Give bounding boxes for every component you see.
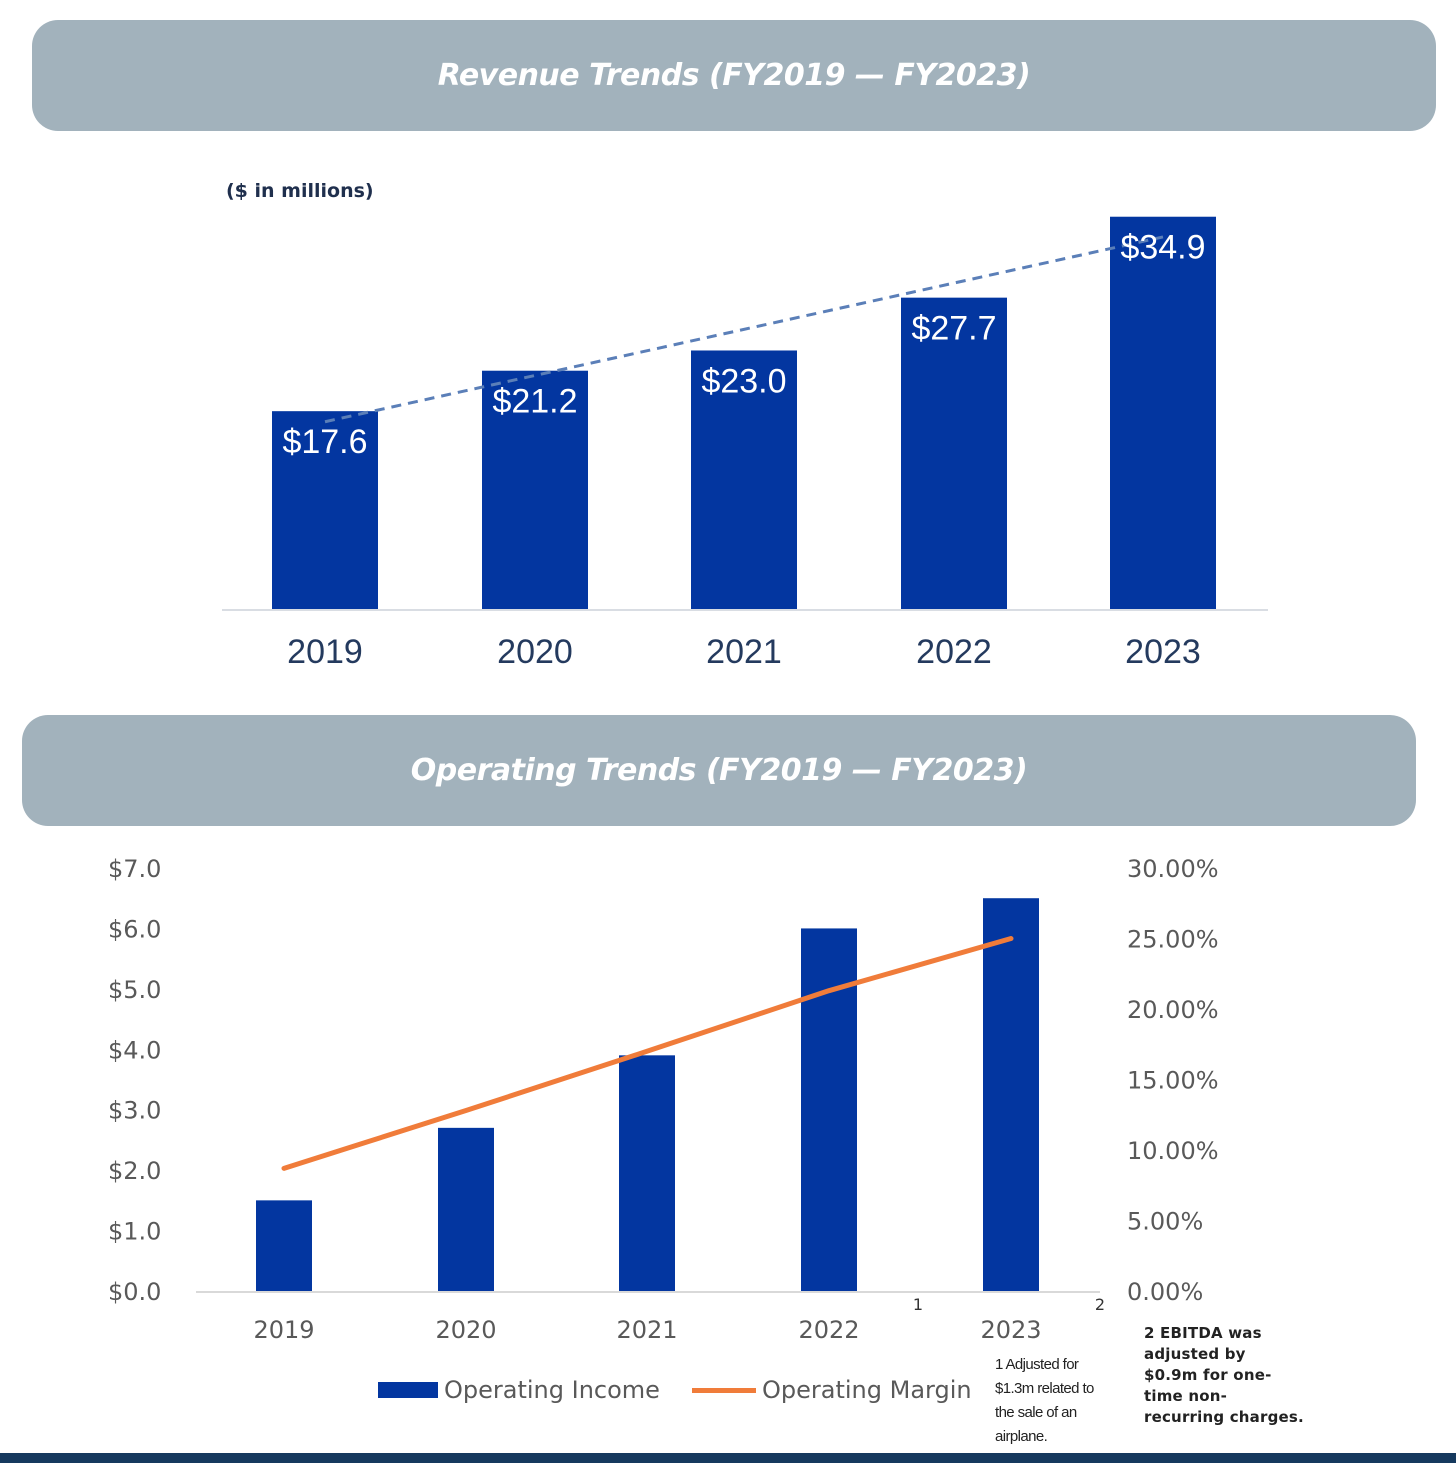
operating-right-tick: 15.00% bbox=[1127, 1067, 1219, 1095]
operating-right-tick: 10.00% bbox=[1127, 1137, 1219, 1165]
revenue-x-tick-2019: 2019 bbox=[287, 633, 363, 671]
operating-left-tick: $5.0 bbox=[108, 976, 161, 1004]
operating-x-tick-2020: 2020 bbox=[435, 1316, 496, 1344]
footnote-2: 2 EBITDA was adjusted by $0.9m for one-t… bbox=[1144, 1324, 1304, 1426]
operating-section-banner: Operating Trends (FY2019 — FY2023) bbox=[22, 715, 1416, 826]
operating-x-tick-2023: 2023 bbox=[980, 1316, 1041, 1344]
operating-income-bar-2019 bbox=[256, 1200, 312, 1291]
operating-margin-line bbox=[281, 936, 1014, 1171]
operating-x-tick-2022: 2022 bbox=[798, 1316, 859, 1344]
revenue-x-tick-2020: 2020 bbox=[497, 633, 573, 671]
legend-operating-income: Operating Income bbox=[378, 1376, 660, 1404]
operating-left-tick: $4.0 bbox=[108, 1036, 161, 1064]
operating-left-tick: $7.0 bbox=[108, 855, 161, 883]
legend-label-operating-income: Operating Income bbox=[444, 1376, 660, 1404]
legend-swatch-line bbox=[692, 1387, 756, 1393]
operating-right-tick: 30.00% bbox=[1127, 855, 1219, 883]
revenue-x-tick-2021: 2021 bbox=[706, 633, 782, 671]
operating-left-tick: $1.0 bbox=[108, 1218, 161, 1246]
revenue-bar-2019 bbox=[272, 411, 378, 609]
revenue-x-tick-2022: 2022 bbox=[916, 633, 992, 671]
revenue-data-label-2022: $27.7 bbox=[911, 310, 996, 348]
revenue-section-title: Revenue Trends (FY2019 — FY2023) bbox=[437, 58, 1031, 93]
operating-left-tick: $6.0 bbox=[108, 915, 161, 943]
revenue-section-banner: Revenue Trends (FY2019 — FY2023) bbox=[32, 20, 1436, 131]
operating-right-tick: 5.00% bbox=[1127, 1208, 1203, 1236]
bottom-rule bbox=[0, 1453, 1456, 1463]
operating-left-tick: $2.0 bbox=[108, 1157, 161, 1185]
operating-income-bar-2023 bbox=[983, 898, 1039, 1291]
operating-left-tick: $0.0 bbox=[108, 1278, 161, 1306]
revenue-bar-2023 bbox=[1110, 216, 1216, 609]
operating-x-tick-2021: 2021 bbox=[616, 1316, 677, 1344]
footnote-1: 1 Adjusted for $1.3m related to the sale… bbox=[995, 1356, 1094, 1445]
operating-income-bar-2020 bbox=[438, 1127, 494, 1291]
revenue-data-label-2019: $17.6 bbox=[282, 423, 367, 461]
operating-right-tick: 20.00% bbox=[1127, 996, 1219, 1024]
legend-swatch-bar bbox=[378, 1382, 438, 1398]
operating-x-tick-2019: 2019 bbox=[253, 1316, 314, 1344]
unit-note: ($ in millions) bbox=[226, 180, 374, 202]
operating-section-title: Operating Trends (FY2019 — FY2023) bbox=[410, 753, 1028, 788]
revenue-chart: $17.6 $21.2 $23.0 $27.7 $34.9 2019 2020 2021 202… bbox=[222, 216, 1268, 671]
revenue-x-tick-2023: 2023 bbox=[1125, 633, 1201, 671]
operating-income-bar-2021 bbox=[619, 1055, 675, 1291]
legend-label-operating-margin: Operating Margin bbox=[762, 1376, 972, 1404]
operating-x-tick-superscript-2022: 1 bbox=[913, 1295, 923, 1314]
operating-right-tick: 0.00% bbox=[1127, 1278, 1203, 1306]
revenue-bar-2020 bbox=[482, 370, 588, 609]
revenue-data-label-2023: $34.9 bbox=[1120, 229, 1205, 267]
revenue-bar-2021 bbox=[691, 350, 797, 609]
operating-left-tick: $3.0 bbox=[108, 1097, 161, 1125]
revenue-data-label-2020: $21.2 bbox=[492, 383, 577, 421]
operating-right-tick: 25.00% bbox=[1127, 926, 1219, 954]
revenue-bar-2022 bbox=[901, 297, 1007, 609]
legend-operating-margin: Operating Margin bbox=[692, 1376, 972, 1404]
operating-x-tick-superscript-2023: 2 bbox=[1095, 1295, 1105, 1314]
revenue-trendline bbox=[324, 235, 1164, 424]
revenue-data-label-2021: $23.0 bbox=[701, 362, 786, 400]
